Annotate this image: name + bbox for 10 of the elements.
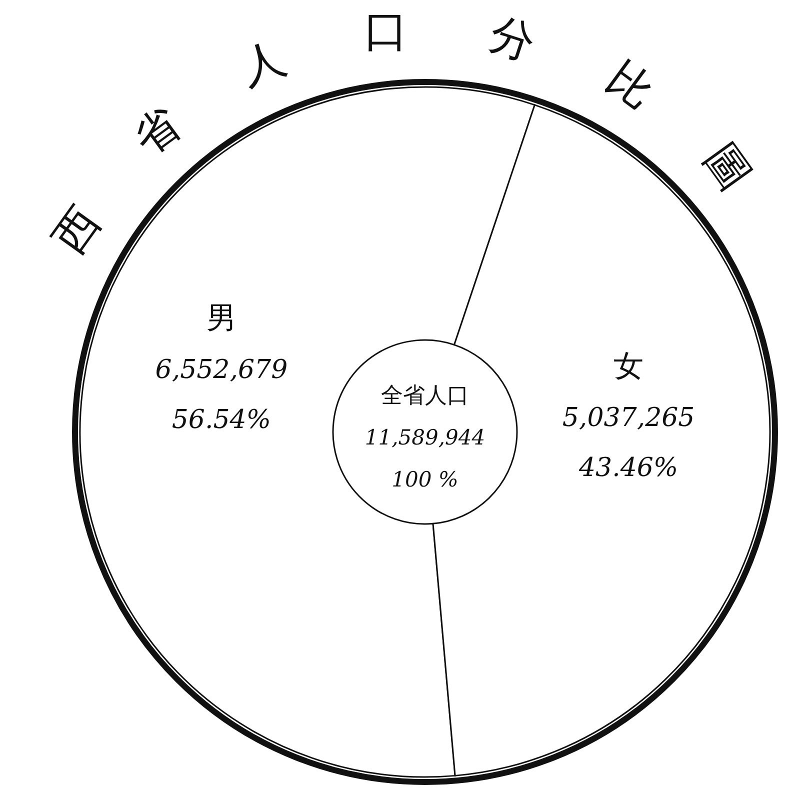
slice-label: 男 <box>206 300 236 336</box>
data-label: 43.46% <box>578 453 678 484</box>
text: 100 % <box>392 467 458 492</box>
text: 11,589,944 <box>364 425 486 450</box>
text: 6,552,679 <box>155 354 288 385</box>
slice-label: 女 <box>614 349 644 384</box>
text: 西省人口分比圖 <box>43 6 807 263</box>
text: 5,037,265 <box>562 403 695 434</box>
data-label: 56.54% <box>172 404 271 435</box>
text: 全省人口 <box>381 384 469 409</box>
